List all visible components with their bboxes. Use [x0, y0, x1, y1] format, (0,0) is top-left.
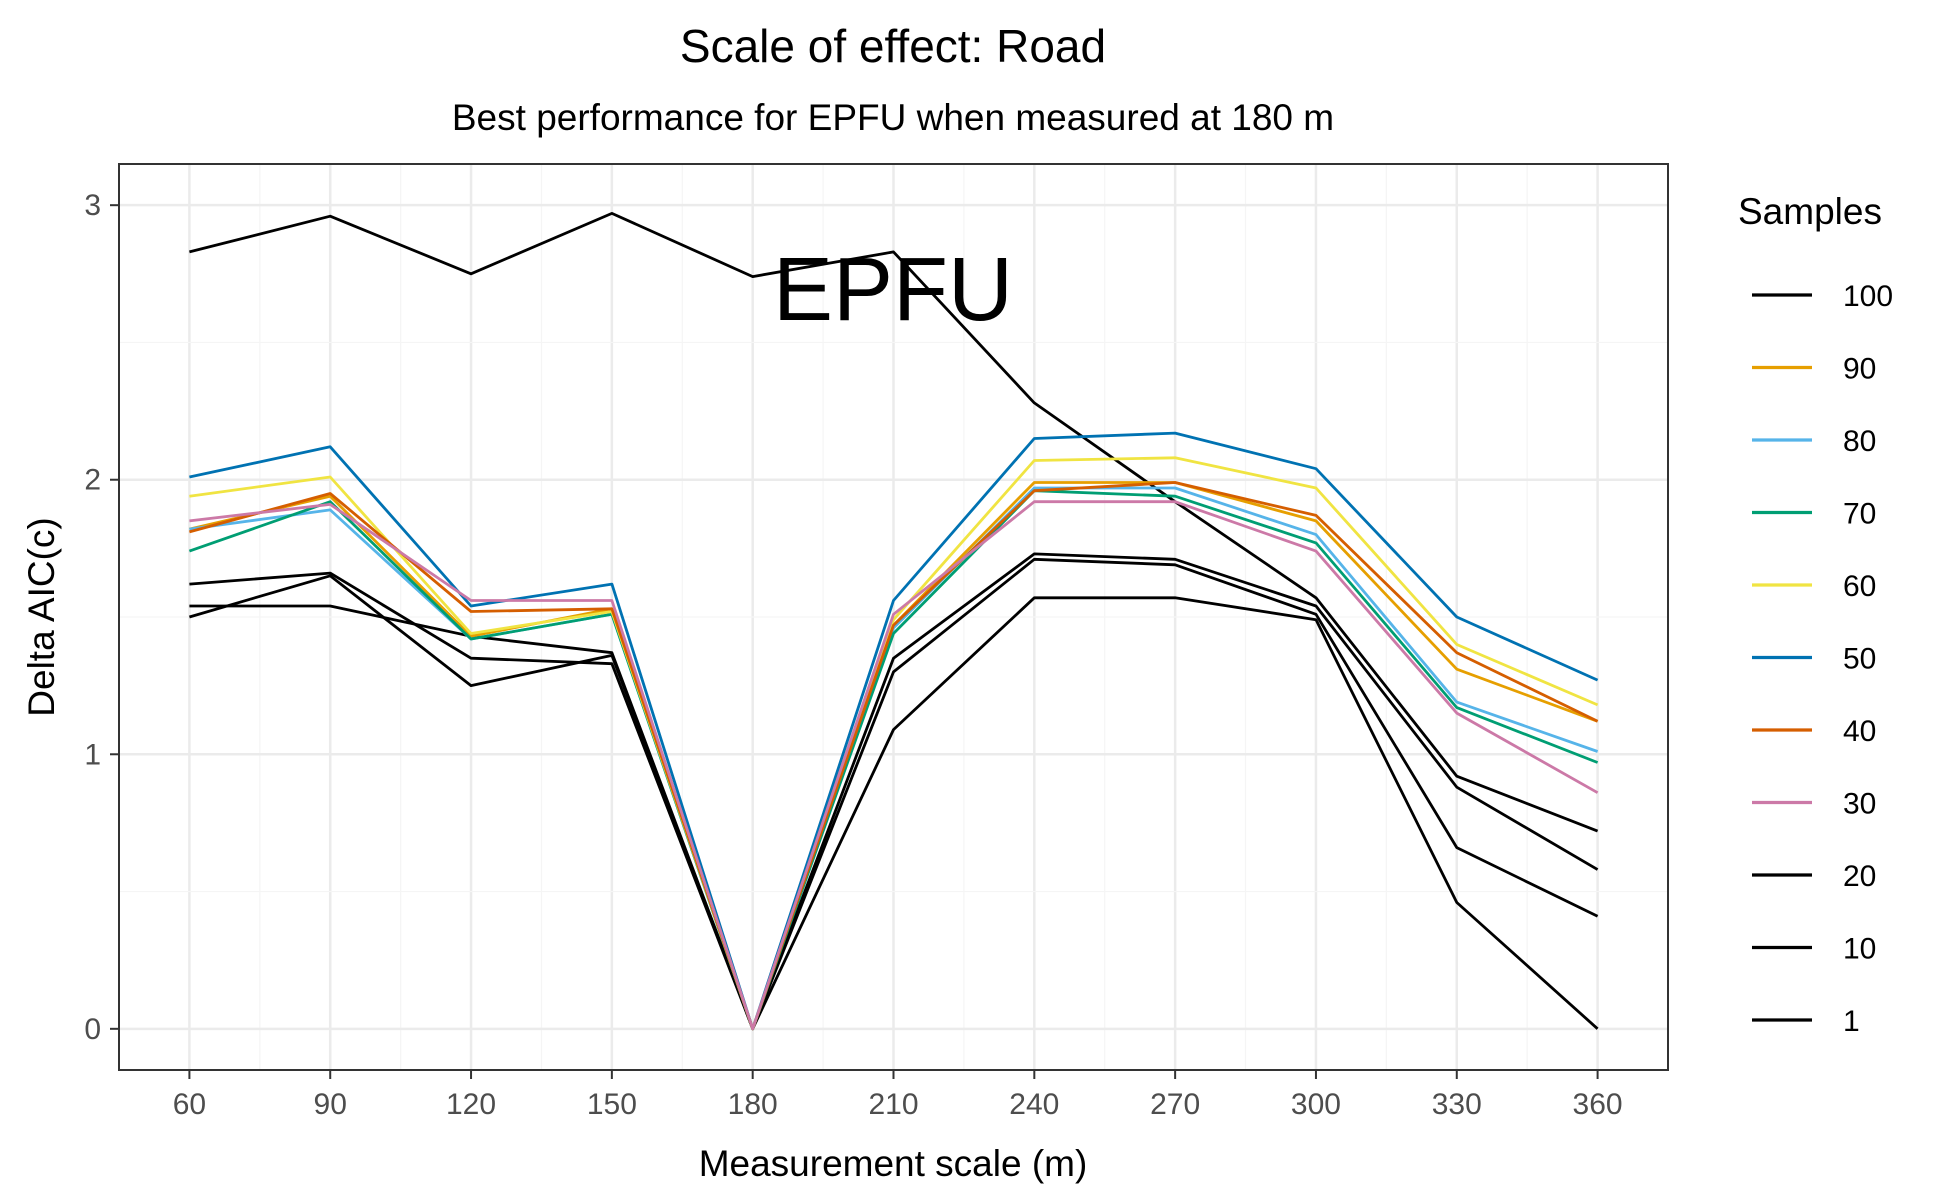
- legend-label-90: 90: [1843, 353, 1876, 386]
- legend-item-1: 1: [1752, 1005, 1860, 1038]
- chart-title: Scale of effect: Road: [680, 20, 1106, 72]
- legend-label-40: 40: [1843, 715, 1876, 748]
- legend-label-80: 80: [1843, 425, 1876, 458]
- series-line-30: [189, 500, 1599, 1031]
- series-layer: [188, 211, 1599, 1031]
- legend: Samples 100 90 80 70 60 50 40 30 20 10 1: [1738, 191, 1893, 1038]
- y-tick-label: 1: [84, 738, 101, 771]
- legend-item-80: 80: [1752, 425, 1876, 458]
- legend-label-20: 20: [1843, 860, 1876, 893]
- series-line-40: [189, 481, 1599, 1031]
- x-tick-label: 150: [587, 1088, 637, 1121]
- legend-item-20: 20: [1752, 860, 1876, 893]
- x-tick-label: 90: [314, 1088, 347, 1121]
- axis-layer: 60 90 120 150 180 210 240 270 300 330 360 0 1 2 3: [84, 189, 1622, 1121]
- x-tick-label: 330: [1432, 1088, 1482, 1121]
- x-axis-title: Measurement scale (m): [699, 1143, 1088, 1184]
- legend-item-40: 40: [1752, 715, 1876, 748]
- series-line-70: [188, 489, 1599, 1031]
- x-tick-label: 300: [1291, 1088, 1341, 1121]
- epfu-annotation: EPFU: [773, 240, 1013, 340]
- x-tick-label: 210: [868, 1088, 918, 1121]
- legend-item-30: 30: [1752, 788, 1876, 821]
- legend-title: Samples: [1738, 191, 1882, 232]
- legend-item-50: 50: [1752, 643, 1876, 676]
- legend-label-60: 60: [1843, 570, 1876, 603]
- series-line-10: [189, 557, 1599, 1031]
- legend-label-100: 100: [1843, 280, 1893, 313]
- legend-label-1: 1: [1843, 1005, 1860, 1038]
- legend-label-70: 70: [1843, 498, 1876, 531]
- legend-label-10: 10: [1843, 933, 1876, 966]
- legend-item-10: 10: [1752, 933, 1876, 966]
- series-line-50: [189, 431, 1599, 1031]
- series-line-20: [189, 552, 1599, 1031]
- legend-item-70: 70: [1752, 498, 1876, 531]
- legend-item-90: 90: [1752, 353, 1876, 386]
- x-tick-label: 360: [1573, 1088, 1623, 1121]
- y-tick-label: 2: [84, 464, 101, 497]
- x-tick-label: 270: [1150, 1088, 1200, 1121]
- legend-items: 100 90 80 70 60 50 40 30 20 10 1: [1752, 280, 1893, 1038]
- chart-subtitle: Best performance for EPFU when measured …: [452, 97, 1334, 138]
- series-line-60: [189, 456, 1599, 1031]
- x-tick-label: 240: [1009, 1088, 1059, 1121]
- legend-item-60: 60: [1752, 570, 1876, 603]
- x-tick-label: 180: [728, 1088, 778, 1121]
- y-axis-title: Delta AIC(c): [21, 517, 62, 716]
- x-tick-label: 120: [446, 1088, 496, 1121]
- legend-item-100: 100: [1752, 280, 1893, 313]
- y-tick-label: 3: [84, 189, 101, 222]
- y-tick-label: 0: [84, 1013, 101, 1046]
- series-line-1: [189, 596, 1599, 1031]
- x-tick-label: 60: [173, 1088, 206, 1121]
- legend-label-50: 50: [1843, 643, 1876, 676]
- series-line-100: [189, 211, 1599, 833]
- legend-label-30: 30: [1843, 788, 1876, 821]
